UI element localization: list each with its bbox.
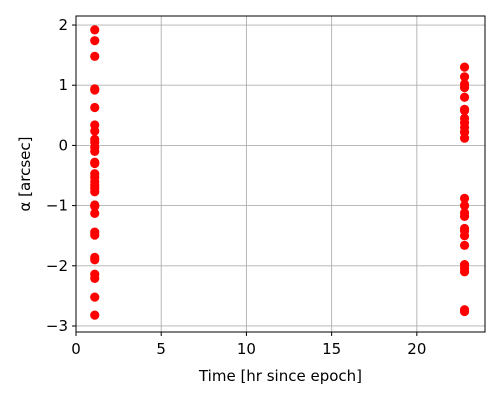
data-point xyxy=(459,133,470,143)
data-point xyxy=(459,83,470,93)
data-point xyxy=(90,208,100,219)
data-point xyxy=(459,211,470,222)
data-point xyxy=(459,105,470,116)
data-point xyxy=(90,85,100,95)
y-tick-label: 1 xyxy=(58,76,68,94)
data-point xyxy=(459,62,470,72)
data-point xyxy=(459,201,470,211)
data-point xyxy=(459,72,470,82)
y-tick-label: 2 xyxy=(58,16,68,34)
y-tick-label: −1 xyxy=(46,197,68,215)
data-point xyxy=(90,201,100,211)
data-point xyxy=(90,292,100,302)
data-point xyxy=(90,25,100,35)
data-point xyxy=(459,267,470,277)
data-point xyxy=(90,187,100,197)
data-point xyxy=(90,146,100,157)
data-points xyxy=(90,25,470,320)
y-tick-label: −3 xyxy=(46,317,68,335)
data-point xyxy=(459,240,470,250)
y-tick-label: 0 xyxy=(58,136,68,154)
x-tick-label: 5 xyxy=(156,340,166,358)
data-point xyxy=(90,255,100,265)
data-point xyxy=(90,273,100,284)
x-axis-label: Time [hr since epoch] xyxy=(198,367,362,385)
data-point xyxy=(459,231,470,241)
x-tick-label: 10 xyxy=(237,340,256,358)
y-tick-label: −2 xyxy=(46,257,68,275)
data-point xyxy=(90,102,100,113)
x-tick-label: 15 xyxy=(322,340,341,358)
data-point xyxy=(90,310,100,320)
data-point xyxy=(459,92,470,102)
x-tick-label: 0 xyxy=(71,340,81,358)
plot-frame xyxy=(75,15,486,333)
data-point xyxy=(90,36,100,46)
data-point xyxy=(459,193,470,203)
y-axis-label: α [arcsec] xyxy=(16,137,34,212)
data-point xyxy=(90,230,100,240)
grid xyxy=(75,16,485,332)
data-point xyxy=(90,51,100,61)
data-point xyxy=(90,158,100,169)
x-tick-label: 20 xyxy=(407,340,426,358)
data-point xyxy=(459,306,470,317)
data-point xyxy=(90,126,100,136)
axis-ticks: 0 5 10 15 20 −3 −2 −1 0 1 2 xyxy=(46,16,427,358)
